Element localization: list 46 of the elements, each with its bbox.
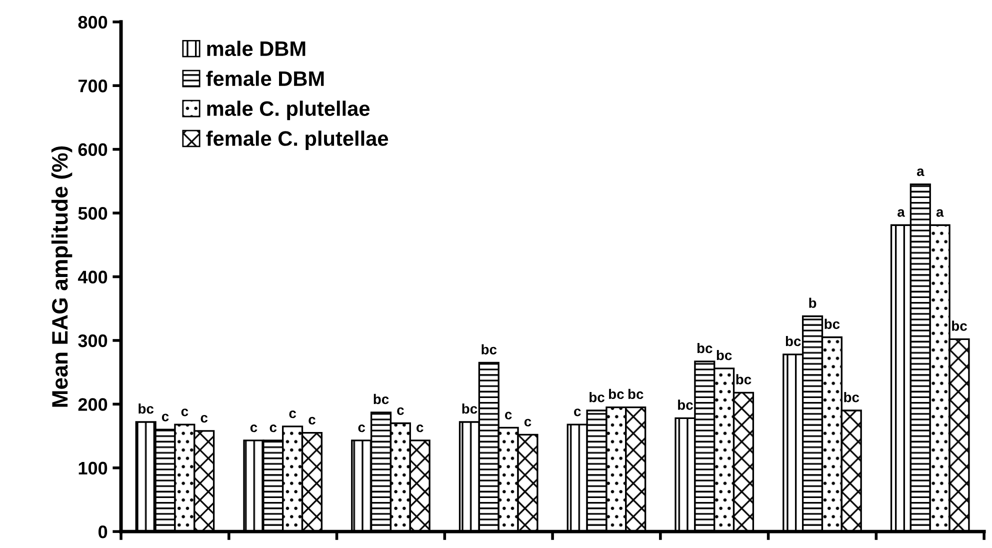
data-label: bc [138,403,154,414]
data-label: bc [609,388,624,400]
data-label: a [898,209,905,217]
legend-label: female DBM [206,70,324,86]
data-label: bc [716,350,732,360]
data-label: c [574,408,581,416]
legend-label: male C. plutellae [207,100,370,120]
data-label: c [504,412,512,420]
data-label: c [397,407,404,415]
y-tick-label: 0 [98,525,108,538]
data-label: c [270,424,277,432]
data-label: bc [952,320,967,331]
data-label: bc [482,344,497,354]
data-label: c [416,424,424,432]
data-label: bc [678,400,693,410]
data-label: c [200,414,208,423]
data-label: bc [374,394,389,404]
y-tick-label: 500 [78,206,108,220]
y-tick-label: 300 [78,334,108,348]
data-label: c [289,410,296,418]
data-label: bc [844,392,860,402]
y-tick-label: 100 [78,462,108,475]
data-label: c [308,416,316,425]
data-label: bc [628,388,644,400]
y-tick-label: 700 [78,80,108,92]
data-label: bc [736,374,752,384]
y-tick-label: 400 [78,270,108,284]
data-label: bc [697,342,712,354]
data-label: c [181,408,188,416]
data-label: bc [462,403,478,414]
data-label: a [916,168,924,176]
data-label: b [809,298,816,308]
data-label: bc [590,392,604,402]
data-label: a [936,209,944,217]
legend-label: male DBM [207,40,306,56]
data-label: c [162,414,169,422]
legend-label: female C. plutellae [206,130,388,150]
data-label: bc [786,336,801,346]
y-axis-title: Mean EAG amplitude (%) [51,146,72,407]
data-label: c [358,424,366,432]
y-tick-label: 800 [78,16,108,29]
y-tick-label: 600 [78,143,108,156]
y-tick-label: 200 [78,398,108,411]
data-label: c [524,418,532,426]
data-label: c [250,424,258,432]
data-label: bc [824,318,840,329]
